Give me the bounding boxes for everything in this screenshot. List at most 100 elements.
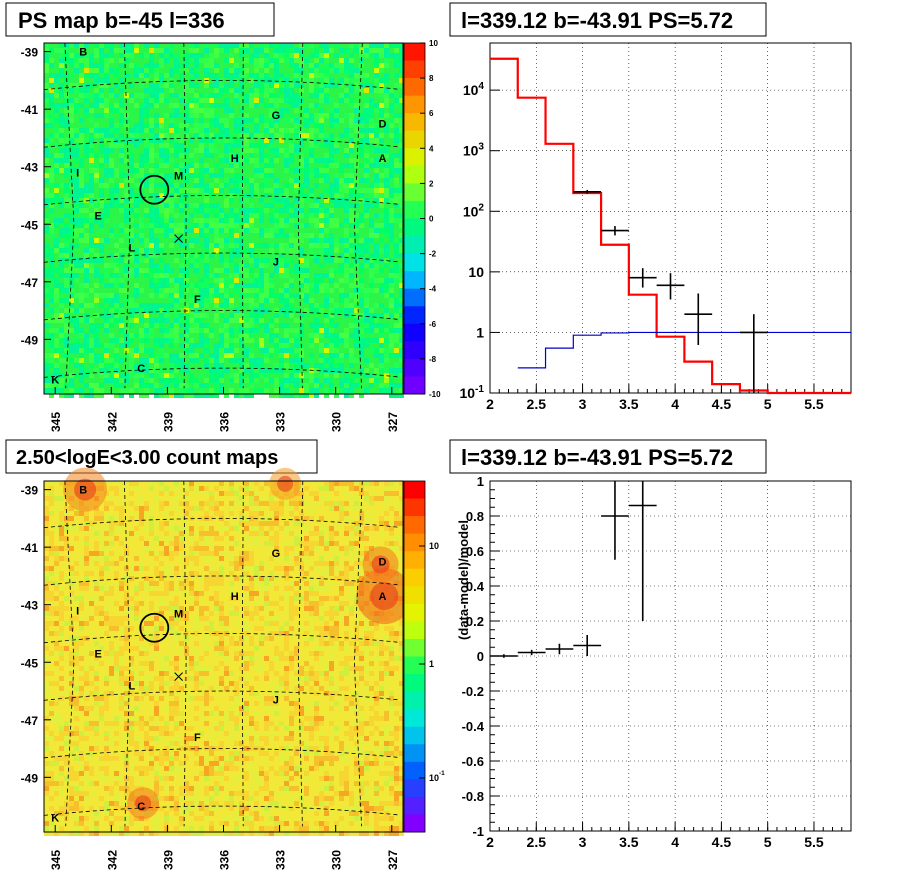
map-x-tick-label: 330	[330, 850, 344, 870]
colorbar-segment	[404, 657, 425, 675]
colorbar-tick-label: 10	[429, 39, 438, 48]
residual-y-tick-label: -0.2	[462, 684, 484, 699]
colorbar-segment	[404, 43, 425, 61]
map-x-tick-label: 342	[105, 412, 119, 432]
map-y-tick-label: -43	[21, 161, 39, 175]
ps-map-title: PS map b=-45 l=336	[18, 8, 225, 33]
source-label-C: C	[137, 801, 145, 813]
colorbar-segment	[404, 78, 425, 96]
colorbar-segment	[404, 148, 425, 166]
spectrum-y-tick-label: 10	[468, 264, 484, 280]
colorbar-segment	[404, 219, 425, 237]
colorbar-segment	[404, 779, 425, 797]
spectrum-y-tick-label: 1	[476, 324, 484, 340]
source-label-H: H	[231, 153, 239, 165]
colorbar-segment	[404, 324, 425, 342]
colorbar	[404, 43, 425, 395]
spectrum-x-tick-label: 5	[764, 396, 772, 412]
source-label-F: F	[194, 294, 201, 306]
colorbar-segment	[404, 621, 425, 639]
residual-x-tick-label: 3.5	[619, 834, 639, 850]
colorbar-segment	[404, 376, 425, 394]
source-label-L: L	[129, 680, 136, 692]
source-label-F: F	[194, 732, 201, 744]
residual-x-tick-label: 2.5	[527, 834, 547, 850]
colorbar-segment	[404, 131, 425, 149]
spectrum-y-tick-label: 10-1	[459, 384, 484, 401]
map-x-tick-label: 327	[386, 412, 400, 432]
spectrum-y-tick-label: 102	[463, 202, 485, 219]
residual-y-tick-label: -0.4	[462, 719, 485, 734]
residual-x-tick-label: 2	[486, 834, 494, 850]
source-label-I: I	[76, 167, 79, 179]
map-x-tick-label: 339	[161, 412, 175, 432]
colorbar-tick-label: -4	[429, 285, 437, 294]
source-label-D: D	[378, 557, 386, 569]
colorbar-tick-label: -6	[429, 320, 437, 329]
colorbar	[404, 481, 425, 833]
colorbar-segment	[404, 481, 425, 499]
colorbar-segment	[404, 586, 425, 604]
colorbar-segment	[404, 166, 425, 184]
residual-y-tick-label: 1	[477, 474, 484, 489]
colorbar-segment	[404, 709, 425, 727]
source-label-A: A	[378, 591, 386, 603]
source-label-G: G	[272, 548, 281, 560]
map-x-tick-label: 342	[105, 850, 119, 870]
map-x-tick-label: 336	[218, 850, 232, 870]
colorbar-segment	[404, 113, 425, 131]
ps-map-title-box: PS map b=-45 l=336	[6, 3, 274, 36]
source-label-K: K	[51, 813, 59, 825]
colorbar-tick-label: 8	[429, 74, 434, 83]
map-y-tick-label: -47	[21, 276, 39, 290]
residual-x-tick-label: 5.5	[804, 834, 824, 850]
spectrum-x-tick-label: 3.5	[619, 396, 639, 412]
colorbar-segment	[404, 359, 425, 377]
residual-title: l=339.12 b=-43.91 PS=5.72	[461, 445, 733, 470]
spectrum-plot-area	[490, 43, 851, 393]
colorbar-segment	[404, 516, 425, 534]
map-y-tick-label: -39	[21, 484, 39, 498]
map-y-tick-label: -41	[21, 541, 39, 555]
map-y-tick-label: -41	[21, 103, 39, 117]
colorbar-segment	[404, 271, 425, 289]
source-label-A: A	[378, 153, 386, 165]
colorbar-segment	[404, 306, 425, 324]
map-x-tick-label: 327	[386, 850, 400, 870]
map-y-tick-label: -45	[21, 218, 39, 232]
source-label-M: M	[174, 608, 183, 620]
colorbar-segment	[404, 61, 425, 79]
residual-x-tick-label: 3	[579, 834, 587, 850]
residual-y-axis-label: (data-model)/model	[456, 520, 471, 640]
source-label-I: I	[76, 605, 79, 617]
spectrum-x-tick-label: 3	[579, 396, 587, 412]
colorbar-segment	[404, 744, 425, 762]
map-y-tick-label: -39	[21, 46, 39, 60]
source-label-E: E	[95, 211, 102, 223]
residual-title-box: l=339.12 b=-43.91 PS=5.72	[450, 440, 766, 473]
colorbar-segment	[404, 762, 425, 780]
colorbar-segment	[404, 674, 425, 692]
colorbar-tick-label: 10	[429, 541, 439, 551]
map-x-tick-label: 333	[274, 412, 288, 432]
map-x-tick-label: 339	[161, 850, 175, 870]
colorbar-segment	[404, 551, 425, 569]
residual-y-tick-label: -0.6	[462, 754, 484, 769]
colorbar-segment	[404, 797, 425, 815]
colorbar-segment	[404, 727, 425, 745]
colorbar-segment	[404, 341, 425, 359]
colorbar-segment	[404, 534, 425, 552]
map-x-tick-label: 345	[49, 412, 63, 432]
count-map-title: 2.50<logE<3.00 count maps	[16, 447, 278, 469]
residual-y-tick-label: 0	[477, 649, 484, 664]
colorbar-segment	[404, 183, 425, 201]
source-label-J: J	[273, 695, 279, 707]
spectrum-title-box: l=339.12 b=-43.91 PS=5.72	[450, 3, 766, 36]
map-x-tick-label: 333	[274, 850, 288, 870]
source-label-L: L	[129, 242, 136, 254]
colorbar-segment	[404, 201, 425, 219]
